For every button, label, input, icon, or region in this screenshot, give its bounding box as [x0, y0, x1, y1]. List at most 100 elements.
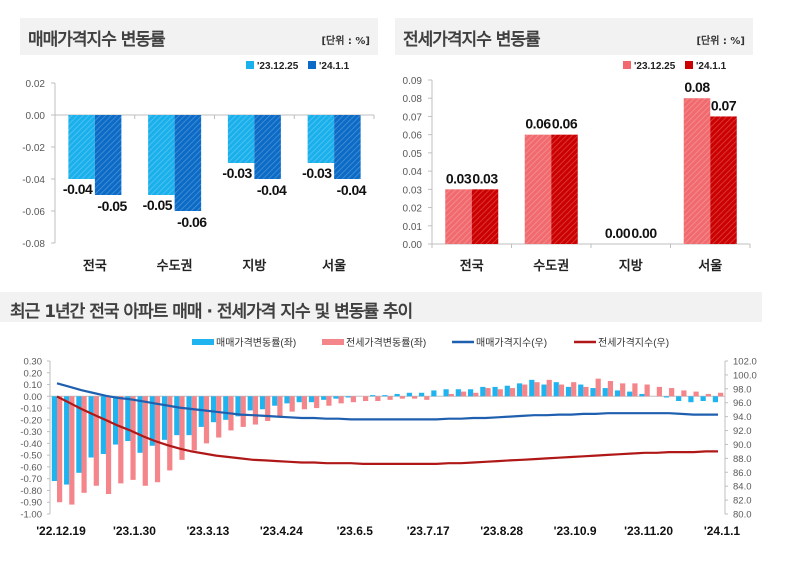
trend-bar: [125, 396, 131, 442]
trend-bar: [467, 389, 474, 397]
left-y-tick-label: 0.20: [24, 368, 43, 379]
trend-bar: [411, 396, 418, 399]
right-y-tick-label: 90.0: [733, 440, 752, 451]
y-tick-label: 0.08: [403, 94, 423, 105]
y-tick-label: 0.07: [403, 112, 423, 123]
trend-bar: [656, 386, 662, 397]
left-y-tick-label: -0.50: [20, 451, 42, 462]
trend-bar: [504, 385, 510, 397]
bar-hatch: [471, 189, 499, 244]
jeonse-chart-header: 전세가격지수 변동률 [단위 : %]: [395, 18, 753, 55]
y-tick-label: 0.09: [403, 76, 423, 87]
data-label: 0.07: [711, 97, 737, 113]
legend-label: '24.1.1: [696, 61, 727, 72]
bar-hatch: [683, 98, 711, 244]
y-tick-label: 0.04: [403, 167, 423, 178]
legend-label: '24.1.1: [319, 61, 350, 72]
trend-bar: [602, 388, 608, 397]
data-label: 0.00: [631, 225, 657, 241]
trend-bar: [142, 396, 148, 486]
trend-bar: [705, 393, 711, 397]
trend-bar: [553, 382, 559, 397]
trend-bar: [265, 396, 271, 422]
trend-bar: [363, 396, 369, 402]
trend-bar: [247, 396, 253, 411]
trend-bar: [620, 383, 626, 397]
x-tick-label: '23.11.20: [624, 524, 673, 538]
left-y-tick-label: -0.70: [20, 474, 42, 485]
trend-bar: [174, 396, 180, 436]
trend-bar: [186, 396, 192, 436]
trend-bar: [154, 396, 161, 483]
trend-bar: [191, 396, 197, 451]
left-y-tick-label: -0.90: [20, 498, 42, 509]
trend-bar: [607, 381, 614, 397]
trend-bar: [333, 396, 339, 399]
sale-chart-title: 매매가격지수 변동률: [28, 30, 166, 50]
left-y-tick-label: -0.10: [20, 404, 42, 415]
legend-label: '23.12.25: [634, 61, 676, 72]
left-y-tick-label: -0.30: [20, 427, 42, 438]
trend-bar: [497, 389, 503, 397]
index-line: [56, 395, 718, 465]
trend-bar: [64, 396, 70, 485]
trend-bar: [382, 395, 388, 397]
right-y-tick-label: 82.0: [733, 496, 752, 507]
legend-label: 전세가격변동률(좌): [346, 336, 426, 349]
left-y-tick-label: 0.10: [24, 380, 43, 391]
trend-bar: [345, 396, 351, 398]
trend-bar: [541, 384, 547, 397]
trend-chart-header: 최근 1년간 전국 아파트 매매 · 전세가격 지수 및 변동률 추이: [0, 292, 762, 322]
bar-hatch: [307, 115, 335, 163]
bar-hatch: [334, 115, 361, 179]
legend-swatch: [623, 61, 631, 69]
trend-bar: [676, 396, 682, 402]
trend-bar: [718, 392, 724, 397]
legend-label: 매매가격지수(우): [476, 336, 547, 349]
trend-bar: [203, 396, 210, 444]
data-label: -0.04: [63, 181, 93, 197]
bar-hatch: [174, 115, 202, 211]
y-tick-label: 0.00: [26, 111, 46, 122]
trend-bar: [558, 384, 565, 397]
legend-swatch: [192, 339, 214, 345]
left-y-tick-label: -0.40: [20, 439, 42, 450]
trend-bar: [296, 396, 302, 403]
trend-bar: [448, 393, 454, 397]
data-label: 0.06: [525, 116, 551, 132]
y-tick-label: -0.08: [22, 239, 45, 250]
jeonse-chart-title: 전세가격지수 변동률: [403, 30, 541, 50]
trend-bar: [455, 389, 461, 397]
y-tick-label: -0.04: [22, 175, 45, 186]
x-tick-label: '23.10.9: [554, 524, 597, 538]
trend-bar: [81, 396, 87, 493]
category-label: 수도권: [157, 258, 193, 273]
trend-bar: [216, 396, 222, 438]
category-label: 서울: [322, 258, 346, 273]
trend-bar: [289, 396, 295, 412]
left-y-tick-label: -0.60: [20, 462, 42, 473]
bar-hatch: [227, 115, 255, 163]
trend-bar: [167, 396, 173, 471]
trend-bar: [314, 396, 320, 409]
trend-bar: [93, 396, 99, 486]
trend-bar: [338, 396, 344, 404]
trend-bar: [431, 390, 437, 397]
trend-bar: [350, 396, 356, 403]
trend-bar: [105, 396, 112, 494]
bar-hatch: [710, 116, 737, 244]
y-tick-label: 0.06: [403, 131, 423, 142]
data-label: 0.03: [472, 170, 498, 186]
y-tick-label: 0.00: [403, 240, 423, 251]
trend-bar: [370, 395, 376, 397]
trend-bar: [277, 396, 283, 418]
trend-bar: [419, 392, 425, 397]
trend-bar: [473, 392, 479, 397]
bar-hatch: [551, 134, 578, 244]
bar-hatch: [445, 189, 472, 244]
trend-bar: [639, 393, 645, 397]
bar-hatch: [68, 115, 95, 179]
x-tick-label: '23.7.17: [407, 524, 450, 538]
